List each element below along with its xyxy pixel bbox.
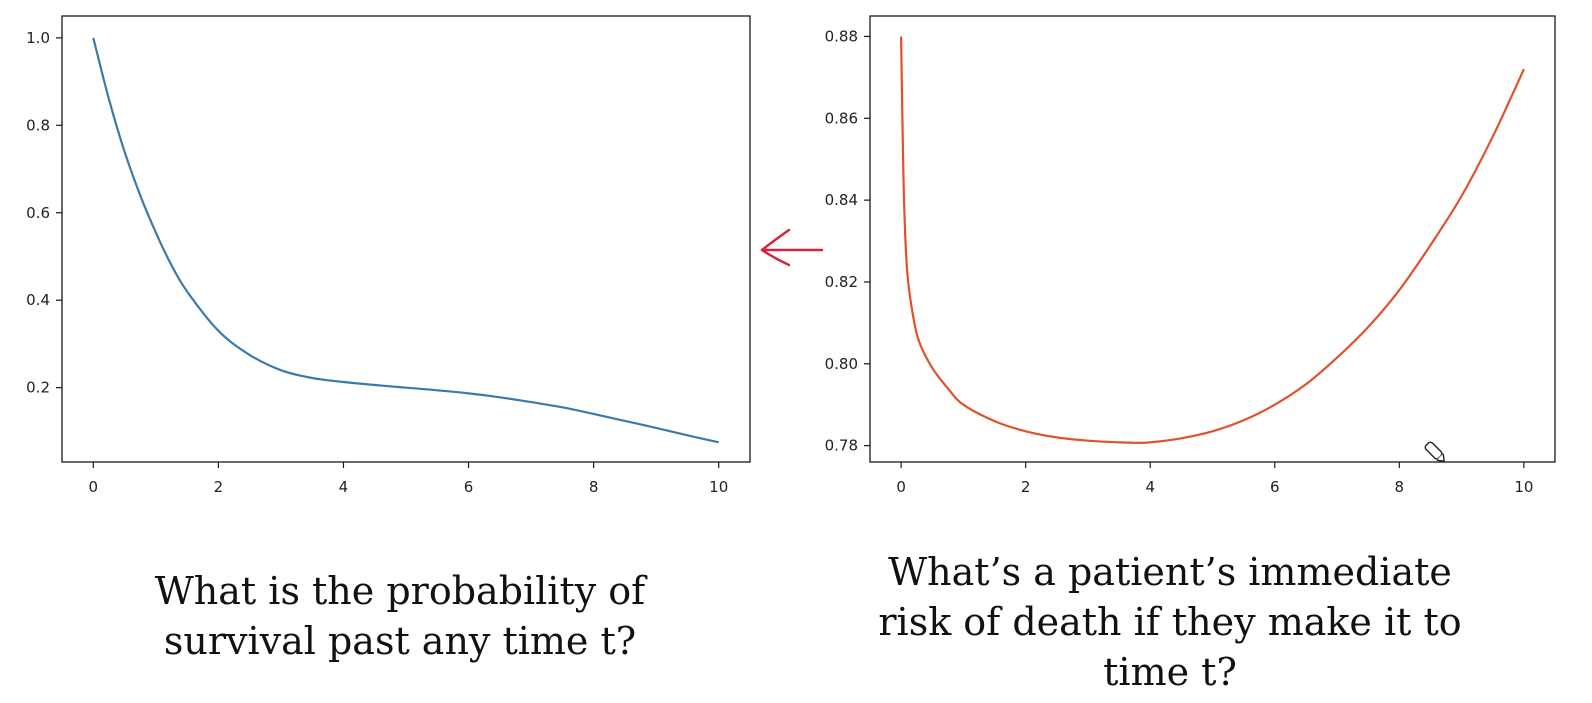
x-tick-label: 0	[88, 478, 98, 496]
series-line	[92, 37, 719, 444]
plot-frame	[869, 15, 1556, 463]
caption-line: risk of death if they make it to	[878, 600, 1462, 644]
x-tick-label: 10	[1514, 478, 1533, 496]
x-tick-label: 4	[339, 478, 349, 496]
series-line	[900, 36, 1525, 444]
red-arrow-head	[760, 228, 791, 267]
x-tick-label: 4	[1145, 478, 1155, 496]
y-tick-label: 0.4	[26, 291, 50, 309]
x-tick-label: 0	[896, 478, 906, 496]
x-tick-label: 2	[1021, 478, 1031, 496]
x-tick-label: 8	[1395, 478, 1405, 496]
y-tick-label: 0.82	[825, 273, 858, 291]
survival-question-caption: What is the probability of survival past…	[80, 566, 720, 666]
x-tick-label: 2	[214, 478, 224, 496]
y-tick-label: 0.88	[825, 27, 858, 45]
x-tick-label: 6	[1270, 478, 1280, 496]
caption-line: time t?	[1103, 650, 1237, 694]
y-tick-label: 0.6	[26, 204, 50, 222]
x-tick-label: 8	[589, 478, 599, 496]
plot-frame	[61, 15, 751, 463]
caption-line: What’s a patient’s immediate	[888, 550, 1452, 594]
pencil-icon[interactable]	[1424, 441, 1447, 464]
x-tick-label: 10	[709, 478, 728, 496]
hazard-chart: 0 2 4 6 8 10 0.78 0.80 0.82 0.84 0.86 0.88	[825, 15, 1556, 496]
caption-line: What is the probability of	[154, 569, 646, 613]
y-tick-label: 0.2	[26, 379, 50, 397]
hazard-question-caption: What’s a patient’s immediate risk of dea…	[840, 547, 1500, 697]
red-arrow-annotation	[760, 228, 824, 267]
y-tick-label: 1.0	[26, 29, 50, 47]
x-tick-label: 6	[464, 478, 474, 496]
y-tick-label: 0.8	[26, 116, 50, 134]
y-tick-label: 0.86	[825, 109, 858, 127]
y-tick-label: 0.80	[825, 355, 858, 373]
survival-chart: 0 2 4 6 8 10 0.2 0.4 0.6 0.8 1.0	[26, 15, 751, 496]
y-tick-label: 0.84	[825, 191, 858, 209]
caption-line: survival past any time t?	[163, 619, 637, 663]
y-tick-label: 0.78	[825, 437, 858, 455]
